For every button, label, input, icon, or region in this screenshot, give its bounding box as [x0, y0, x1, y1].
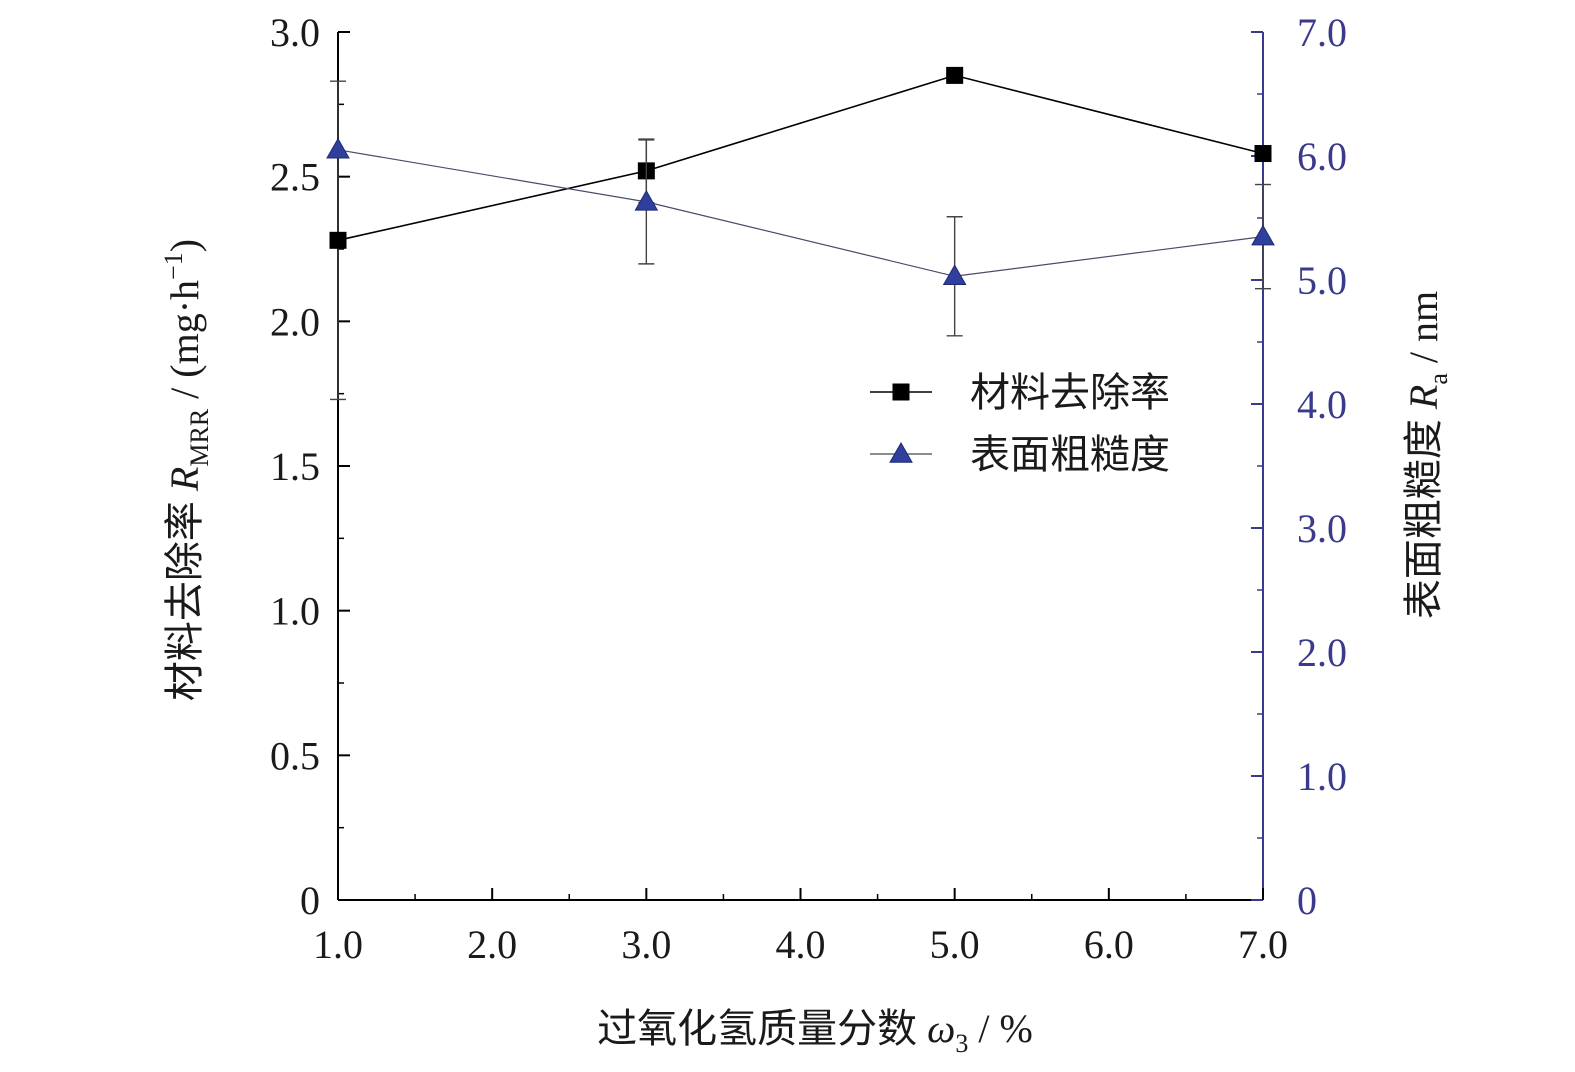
y-right-tick-label: 6.0 — [1297, 134, 1347, 179]
x-tick-label: 5.0 — [930, 922, 980, 967]
y-left-tick-label: 1.5 — [270, 444, 320, 489]
y-right-tick-label: 2.0 — [1297, 630, 1347, 675]
x-axis-title: 过氧化氢质量分数 ω3 / % — [597, 1006, 1033, 1058]
data-point — [326, 137, 350, 159]
x-tick-label: 1.0 — [313, 922, 363, 967]
legend-item-mrr: 材料去除率 — [870, 370, 1170, 415]
y-left-tick-label: 0 — [300, 878, 320, 923]
x-tick-label: 6.0 — [1084, 922, 1134, 967]
y-left-tick-label: 0.5 — [270, 733, 320, 778]
legend-label: 表面粗糙度 — [970, 432, 1170, 477]
data-point — [942, 264, 967, 286]
legend-marker — [892, 383, 910, 401]
y-right-axis-title: 表面粗糙度 Ra / nm — [1401, 291, 1453, 619]
x-tick-label: 4.0 — [776, 922, 826, 967]
y-left-tick-label: 3.0 — [270, 10, 320, 55]
data-point — [634, 189, 659, 211]
legend-item-roughness: 表面粗糙度 — [870, 432, 1170, 477]
legend-marker — [889, 441, 913, 463]
data-point — [1251, 224, 1275, 246]
y-left-tick-label: 2.5 — [270, 155, 320, 200]
y-right-tick-label: 5.0 — [1297, 258, 1347, 303]
y-right-tick-label: 4.0 — [1297, 382, 1347, 427]
y-left-axis-title: 材料去除率 RMRR / (mg·h−1) — [159, 239, 214, 701]
data-point — [1254, 145, 1272, 163]
y-right-tick-label: 3.0 — [1297, 506, 1347, 551]
x-tick-label: 7.0 — [1238, 922, 1288, 967]
y-right-tick-label: 1.0 — [1297, 754, 1347, 799]
series-line — [337, 149, 1264, 277]
data-point — [946, 66, 964, 84]
y-left-tick-label: 2.0 — [270, 299, 320, 344]
y-right-tick-label: 0 — [1297, 878, 1317, 923]
y-left-tick-label: 1.0 — [270, 589, 320, 634]
x-tick-label: 3.0 — [621, 922, 671, 967]
x-tick-label: 2.0 — [467, 922, 517, 967]
series-mrr — [329, 66, 1272, 401]
data-point — [329, 231, 347, 249]
legend-label: 材料去除率 — [970, 370, 1170, 415]
ticks: 00.51.01.52.02.53.001.02.03.04.05.06.07.… — [270, 10, 1347, 967]
series-roughness — [326, 137, 1275, 337]
series-line — [337, 74, 1264, 242]
series — [326, 66, 1275, 401]
y-right-tick-label: 7.0 — [1297, 10, 1347, 55]
